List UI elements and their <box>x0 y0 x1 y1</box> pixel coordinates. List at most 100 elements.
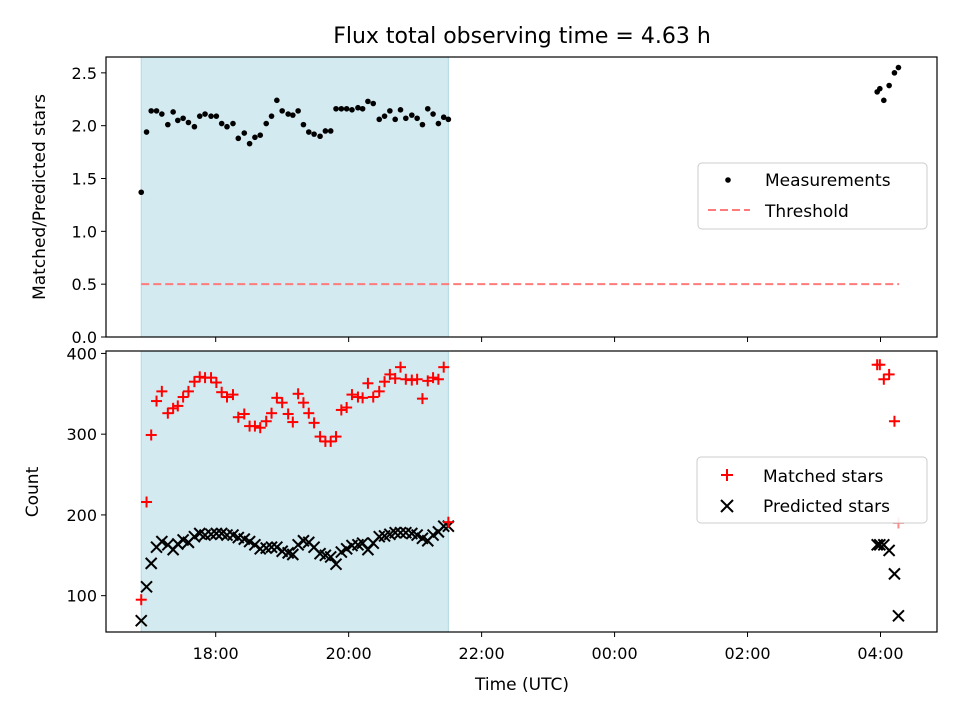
matched-stars-point <box>182 385 194 397</box>
legend-predicted-label: Predicted stars <box>763 497 890 517</box>
measurement-point <box>343 105 350 112</box>
measurement-point <box>191 123 198 130</box>
measurement-point <box>252 134 258 141</box>
matched-stars-point <box>260 415 272 427</box>
measurement-point <box>886 82 892 89</box>
matched-stars-point <box>442 516 454 528</box>
matched-stars-point <box>325 435 337 447</box>
matched-stars-point <box>271 392 283 404</box>
bottom-legend: Matched stars Predicted stars <box>696 456 928 524</box>
matched-stars-point <box>379 376 391 388</box>
matched-stars-point <box>346 389 358 401</box>
top-x-axis-ticks <box>215 337 881 342</box>
matched-stars-point <box>367 391 379 403</box>
predicted-stars-point <box>388 526 402 539</box>
measurement-point <box>138 189 145 196</box>
bottom-panel: 100 200 300 400 18:00 20:00 22:00 00:00 02:00 04… <box>23 344 938 695</box>
measurement-point <box>180 115 186 122</box>
matched-stars-point <box>395 361 407 373</box>
matched-stars-point <box>883 368 895 380</box>
matched-stars-point <box>172 400 184 412</box>
predicted-stars-point <box>286 548 300 561</box>
matched-stars-point <box>145 429 157 441</box>
top-shaded-observing-span <box>140 56 449 338</box>
measurement-point <box>359 105 366 112</box>
measurement-point <box>185 119 192 126</box>
predicted-stars-point <box>324 550 337 564</box>
measurement-point <box>327 128 334 134</box>
matched-stars-point <box>303 407 315 419</box>
legend-matched-label: Matched stars <box>763 467 883 487</box>
measurement-point <box>317 133 323 140</box>
measurement-point <box>246 140 253 147</box>
measurement-point <box>290 112 296 118</box>
measurement-point <box>305 129 312 135</box>
matched-stars-point <box>357 392 369 404</box>
predicted-stars-point <box>329 557 343 571</box>
top-y-axis: 0.0 0.5 1.0 1.5 2.0 2.5 <box>72 64 106 347</box>
matched-stars-point <box>205 372 217 384</box>
legend-predicted-marker <box>720 499 734 513</box>
y-tick-label: 2.0 <box>72 117 97 136</box>
measurement-point <box>218 120 225 127</box>
y-tick-label: 100 <box>66 587 97 606</box>
bottom-shaded-observing-span <box>140 350 449 633</box>
measurement-point <box>159 111 165 117</box>
matched-stars-point <box>249 420 261 432</box>
predicted-stars-point <box>892 609 905 623</box>
measurement-point <box>143 129 150 135</box>
matched-stars-point <box>411 373 423 385</box>
measurement-point <box>241 130 248 136</box>
predicted-stars-point <box>394 526 407 539</box>
legend-measurements-label: Measurements <box>765 171 891 191</box>
matched-stars-point <box>292 388 304 400</box>
x-tick-label: 22:00 <box>459 644 505 663</box>
x-axis-label: Time (UTC) <box>474 675 569 695</box>
matched-stars-point <box>266 407 278 419</box>
predicted-stars-point <box>210 527 223 540</box>
matched-stars-point <box>282 408 294 420</box>
y-tick-label: 0.0 <box>72 328 97 347</box>
measurement-point <box>235 135 242 142</box>
measurement-point <box>263 120 270 127</box>
measurement-point <box>300 121 307 128</box>
measurement-point <box>230 120 236 127</box>
matched-stars-point <box>438 361 450 373</box>
bottom-axes-frame <box>105 350 938 633</box>
x-tick-label: 18:00 <box>193 644 239 663</box>
measurement-point <box>279 108 285 114</box>
measurement-point <box>285 111 291 117</box>
bottom-series-layer <box>135 359 905 627</box>
matched-stars-point <box>210 376 222 388</box>
measurement-point <box>208 113 214 119</box>
predicted-stars-point <box>265 541 278 554</box>
matched-stars-point <box>416 393 428 405</box>
matched-stars-point <box>308 417 320 429</box>
matched-stars-point <box>141 496 153 508</box>
y-tick-label: 400 <box>66 344 97 363</box>
matched-stars-point <box>373 385 385 397</box>
predicted-stars-point <box>155 535 169 548</box>
measurement-point <box>153 108 160 114</box>
measurement-point <box>338 105 345 112</box>
measurement-point <box>213 113 220 119</box>
matched-stars-point <box>389 372 401 384</box>
matched-stars-point <box>330 431 342 443</box>
x-tick-label: 20:00 <box>326 644 372 663</box>
y-tick-label: 200 <box>66 506 97 525</box>
measurement-point <box>355 104 361 111</box>
legend-measurements-marker <box>725 177 731 183</box>
measurement-point <box>165 121 171 128</box>
matched-stars-point <box>135 594 147 606</box>
matched-stars-point <box>878 373 890 385</box>
legend-matched-marker <box>721 469 733 481</box>
predicted-stars-point <box>135 614 148 627</box>
matched-stars-point <box>216 386 228 398</box>
matched-stars-point <box>888 415 900 427</box>
matched-stars-point <box>314 431 326 443</box>
measurement-point <box>424 105 431 112</box>
bottom-y-axis-label: Count <box>23 466 43 517</box>
measurement-point <box>295 108 301 114</box>
matched-stars-point <box>362 377 374 389</box>
predicted-stars-point <box>882 544 896 557</box>
